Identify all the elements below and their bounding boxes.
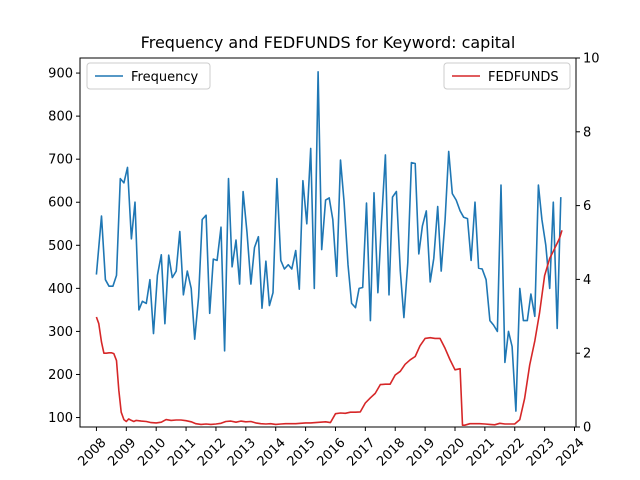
legend-label: FEDFUNDS <box>488 70 559 85</box>
plot-area <box>95 71 563 426</box>
legend-frequency: Frequency <box>86 62 211 90</box>
y-left-tick-label: 900 <box>48 67 73 82</box>
x-tick-label: 2011 <box>165 435 199 469</box>
x-tick-label: 2013 <box>225 435 259 469</box>
x-tick-label: 2020 <box>434 435 468 469</box>
axes-frame <box>79 57 577 428</box>
y-left-tick-label: 500 <box>48 239 73 254</box>
y-left-tick-label: 200 <box>48 368 73 383</box>
x-tick-label: 2014 <box>255 435 289 469</box>
y-left-tick-label: 100 <box>48 411 73 426</box>
x-tick-label: 2015 <box>285 435 319 469</box>
x-axis: 2008200920102011201220132014201520162017… <box>75 427 588 469</box>
x-tick-label: 2008 <box>75 435 109 469</box>
y-right-tick-label: 4 <box>583 273 591 288</box>
y-right-tick-label: 0 <box>583 421 591 436</box>
x-tick-label: 2016 <box>315 435 349 469</box>
x-tick-label: 2019 <box>404 435 438 469</box>
legend-label: Frequency <box>131 70 198 85</box>
x-tick-label: 2024 <box>554 435 588 469</box>
plot-frame <box>79 57 577 428</box>
x-tick-label: 2017 <box>344 435 378 469</box>
x-tick-label: 2022 <box>494 435 528 469</box>
chart-title: Frequency and FEDFUNDS for Keyword: capi… <box>141 33 516 52</box>
legend-box <box>86 62 211 90</box>
y-axis-left: 100 200 300 400 500 600 700 800 900 <box>48 67 80 426</box>
y-right-tick-label: 6 <box>583 199 591 214</box>
x-tick-label: 2018 <box>374 435 408 469</box>
y-left-tick-label: 300 <box>48 325 73 340</box>
y-left-tick-label: 400 <box>48 282 73 297</box>
x-tick-label: 2012 <box>195 435 229 469</box>
y-right-tick-label: 8 <box>583 125 591 140</box>
legend-fedfunds: FEDFUNDS <box>443 62 571 90</box>
series-line-frequency <box>95 71 562 412</box>
y-right-tick-label: 10 <box>583 52 600 67</box>
x-tick-label: 2010 <box>135 435 169 469</box>
y-axis-right: 0 2 4 6 8 10 <box>576 52 600 436</box>
x-tick-label: 2021 <box>464 435 498 469</box>
y-left-tick-label: 600 <box>48 196 73 211</box>
series-line-fedfunds <box>95 230 563 426</box>
y-left-tick-label: 700 <box>48 153 73 168</box>
x-tick-label: 2023 <box>524 435 558 469</box>
y-left-tick-label: 800 <box>48 110 73 125</box>
x-tick-label: 2009 <box>105 435 139 469</box>
legend-box <box>443 62 571 90</box>
y-right-tick-label: 2 <box>583 347 591 362</box>
